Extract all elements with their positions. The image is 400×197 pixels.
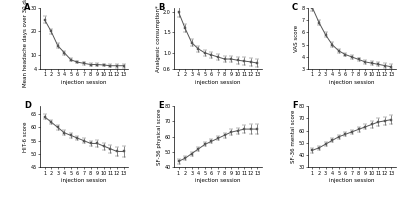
Text: E: E <box>158 101 164 110</box>
X-axis label: injection session: injection session <box>329 178 375 183</box>
X-axis label: injection session: injection session <box>195 178 241 183</box>
X-axis label: injection session: injection session <box>329 80 375 85</box>
Text: F: F <box>292 101 298 110</box>
Text: A: A <box>24 3 31 12</box>
Text: D: D <box>24 101 31 110</box>
Text: B: B <box>158 3 164 12</box>
Y-axis label: SF-36 physical score: SF-36 physical score <box>158 109 162 165</box>
X-axis label: injection session: injection session <box>195 80 241 85</box>
Y-axis label: SF-36 mental score: SF-36 mental score <box>291 110 296 164</box>
Y-axis label: VAS score: VAS score <box>294 25 300 52</box>
X-axis label: injection session: injection session <box>61 178 107 183</box>
Y-axis label: Mean headache days over 30 days: Mean headache days over 30 days <box>24 0 28 87</box>
X-axis label: injection session: injection session <box>61 80 107 85</box>
Y-axis label: Analgesic consumption*: Analgesic consumption* <box>156 5 161 72</box>
Text: C: C <box>292 3 298 12</box>
Y-axis label: HIT-6 score: HIT-6 score <box>24 122 28 152</box>
